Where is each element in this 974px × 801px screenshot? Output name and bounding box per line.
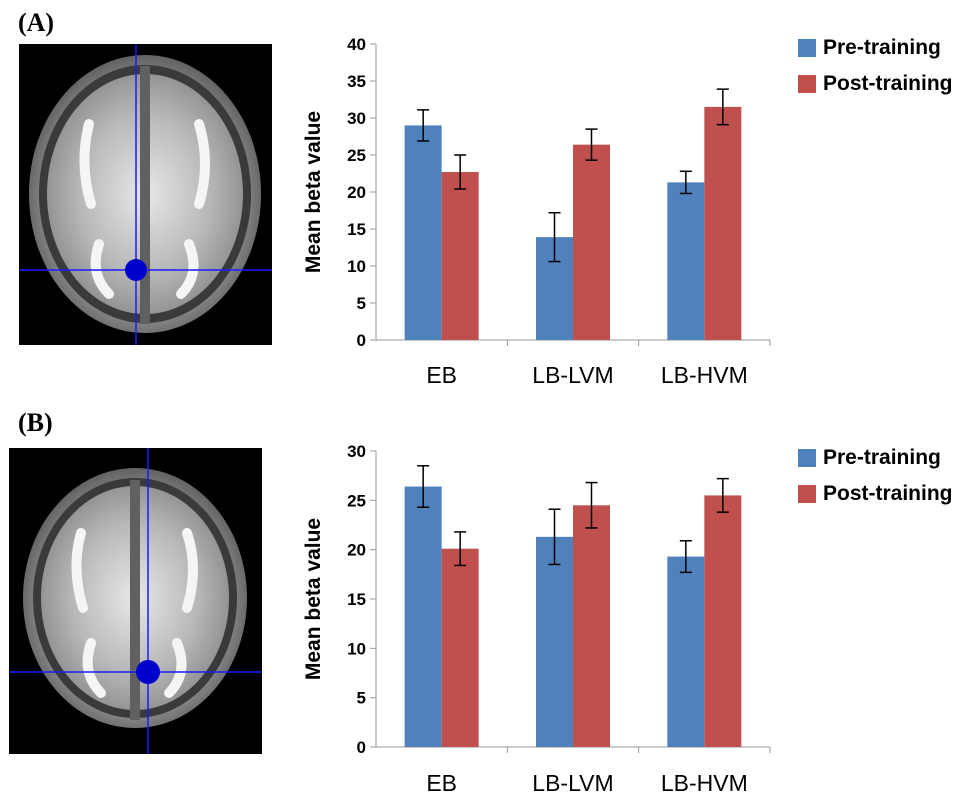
panel-label-a: (A) xyxy=(18,8,55,37)
legend-item-post-b: Post-training xyxy=(798,476,953,512)
brain-scan-image-b xyxy=(9,448,262,754)
bar-chart-a: 0 5 10 15 20 25 30 35 40 Mean beta value EB LB-LVM L… xyxy=(302,35,771,388)
x-category-label: LB-HVM xyxy=(661,362,748,388)
bar-pre xyxy=(404,125,442,341)
y-tick-label: 5 xyxy=(357,689,366,708)
y-tick-label: 10 xyxy=(347,257,366,276)
legend-label-post-a: Post-training xyxy=(823,72,953,95)
legend-item-pre-b: Pre-training xyxy=(798,440,953,476)
y-tick-label: 5 xyxy=(357,294,366,313)
legend-swatch-pre-b xyxy=(798,449,816,467)
y-tick-label: 20 xyxy=(347,183,366,202)
y-tick-label: 30 xyxy=(347,109,366,128)
brain-scan-image-a xyxy=(19,44,272,345)
legend-label-pre-a: Pre-training xyxy=(823,36,941,59)
bar-post xyxy=(441,548,479,747)
y-tick-label: 0 xyxy=(357,331,366,350)
y-tick-label: 0 xyxy=(357,738,366,757)
bar-post xyxy=(441,172,479,340)
legend-label-post-b: Post-training xyxy=(823,482,953,505)
x-category-label: EB xyxy=(426,362,457,388)
y-tick-label: 35 xyxy=(347,72,366,91)
bar-post xyxy=(573,505,610,747)
legend-item-post-a: Post-training xyxy=(798,66,953,102)
legend-swatch-pre-a xyxy=(798,39,816,57)
bar-post xyxy=(573,144,610,340)
legend-a: Pre-training Post-training xyxy=(798,30,953,102)
y-tick-label: 30 xyxy=(347,442,366,461)
panel-label-b: (B) xyxy=(18,408,53,437)
y-tick-label: 20 xyxy=(347,541,366,560)
y-tick-label: 40 xyxy=(347,35,366,54)
y-axis-label: Mean beta value xyxy=(302,518,325,680)
legend-item-pre-a: Pre-training xyxy=(798,30,953,66)
bar-post xyxy=(704,106,742,341)
bar-pre xyxy=(667,182,705,340)
y-axis-label: Mean beta value xyxy=(302,111,325,273)
roi-marker-b xyxy=(136,660,160,684)
bar-post xyxy=(704,495,742,747)
y-tick-label: 25 xyxy=(347,491,366,510)
x-category-label: LB-LVM xyxy=(532,362,613,388)
y-tick-label: 10 xyxy=(347,639,366,658)
legend-swatch-post-b xyxy=(798,485,816,503)
x-category-label: EB xyxy=(426,770,457,796)
roi-marker-a xyxy=(125,259,147,281)
y-tick-label: 15 xyxy=(347,590,366,609)
y-tick-label: 15 xyxy=(347,220,366,239)
legend-swatch-post-a xyxy=(798,75,816,93)
bar-pre xyxy=(536,536,573,747)
bar-pre xyxy=(404,486,442,747)
bar-pre xyxy=(667,556,705,747)
y-tick-label: 25 xyxy=(347,146,366,165)
legend-b: Pre-training Post-training xyxy=(798,440,953,512)
legend-label-pre-b: Pre-training xyxy=(823,446,941,469)
x-category-label: LB-HVM xyxy=(661,770,748,796)
bar-chart-b: 0 5 10 15 20 25 30 Mean beta value EB LB-LVM LB-HV… xyxy=(302,442,771,796)
x-category-label: LB-LVM xyxy=(532,770,613,796)
